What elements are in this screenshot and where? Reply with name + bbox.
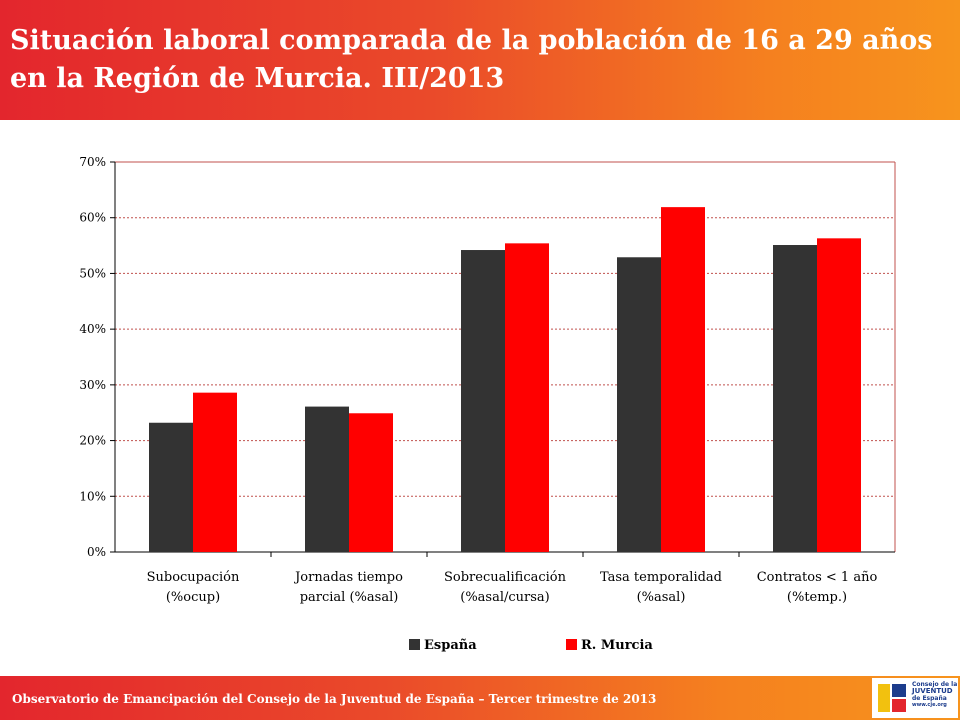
y-tick-label: 40% bbox=[79, 322, 106, 336]
legend-label-murcia: R. Murcia bbox=[581, 638, 653, 653]
x-category-label: (%asal) bbox=[637, 590, 686, 605]
y-tick-label: 60% bbox=[79, 211, 106, 225]
bar-espana bbox=[149, 422, 193, 552]
chart-axes bbox=[110, 161, 896, 557]
footer-banner: Observatorio de Emancipación del Consejo… bbox=[0, 676, 960, 720]
chart-legend: España R. Murcia bbox=[409, 638, 653, 653]
bar-espana bbox=[305, 406, 349, 552]
bar-murcia bbox=[661, 207, 705, 552]
y-tick-label: 70% bbox=[79, 155, 106, 169]
x-category-label: parcial (%asal) bbox=[300, 590, 399, 605]
x-category-label: (%ocup) bbox=[166, 590, 220, 605]
page-title: Situación laboral comparada de la poblac… bbox=[10, 25, 933, 94]
cje-logo-icon bbox=[876, 682, 908, 714]
chart-bars bbox=[149, 207, 861, 552]
x-category-label: Subocupación bbox=[147, 570, 240, 585]
x-category-label: (%temp.) bbox=[787, 590, 847, 605]
bar-murcia bbox=[193, 392, 237, 552]
y-tick-label: 10% bbox=[79, 489, 106, 503]
y-tick-label: 30% bbox=[79, 378, 106, 392]
header-banner: Situación laboral comparada de la poblac… bbox=[0, 0, 960, 120]
legend-swatch-murcia bbox=[566, 639, 577, 650]
chart-labels: 0% 10% 20% 30% 40% 50% 60% 70% Subocupación (%ocu… bbox=[79, 155, 877, 605]
x-category-label: Contratos < 1 año bbox=[757, 570, 878, 585]
y-tick-label: 0% bbox=[87, 545, 106, 559]
bar-espana bbox=[617, 257, 661, 552]
y-tick-label: 20% bbox=[79, 434, 106, 448]
bar-espana bbox=[773, 245, 817, 552]
legend-swatch-espana bbox=[409, 639, 420, 650]
x-category-label: Sobrecualificación bbox=[444, 570, 567, 585]
x-category-label: Jornadas tiempo bbox=[293, 570, 403, 585]
bar-murcia bbox=[505, 243, 549, 552]
y-tick-label: 50% bbox=[79, 266, 106, 280]
footer-text: Observatorio de Emancipación del Consejo… bbox=[12, 692, 657, 706]
bar-murcia bbox=[349, 413, 393, 552]
bar-espana bbox=[461, 250, 505, 552]
legend-label-espana: España bbox=[424, 638, 477, 653]
bar-murcia bbox=[817, 238, 861, 552]
x-category-label: (%asal/cursa) bbox=[460, 590, 550, 605]
bar-chart: 0% 10% 20% 30% 40% 50% 60% 70% Subocupación (%ocu… bbox=[79, 155, 896, 653]
cje-logo: Consejo de la JUVENTUD de España www.cje… bbox=[872, 678, 958, 718]
cje-logo-text: Consejo de la JUVENTUD de España www.cje… bbox=[912, 681, 958, 708]
x-category-label: Tasa temporalidad bbox=[600, 570, 722, 585]
